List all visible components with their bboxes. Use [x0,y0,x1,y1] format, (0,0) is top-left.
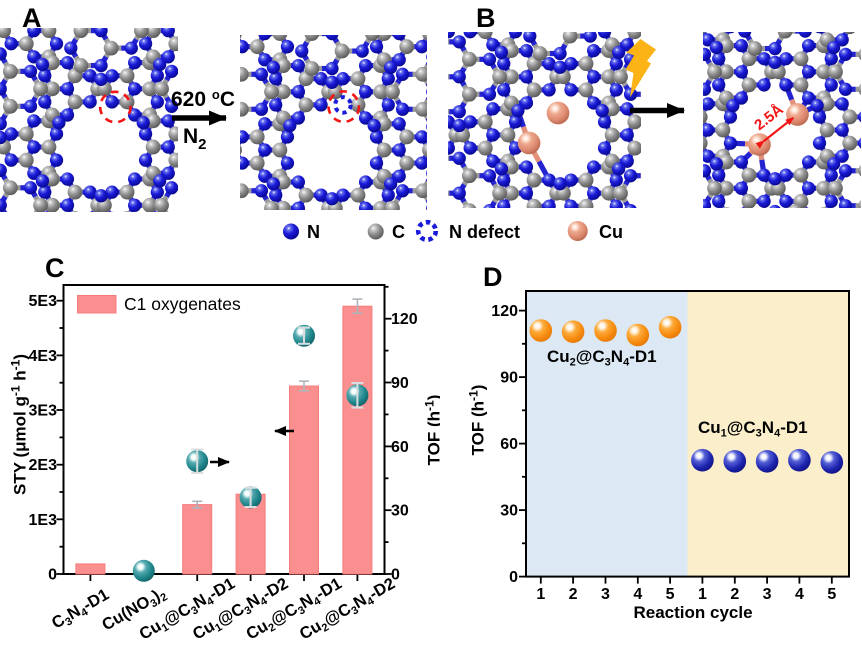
svg-text:30: 30 [391,503,409,520]
svg-text:3: 3 [763,586,772,603]
svg-text:C1 oxygenates: C1 oxygenates [124,294,241,314]
svg-text:60: 60 [500,436,518,453]
svg-text:30: 30 [500,503,518,520]
svg-text:4E3: 4E3 [29,348,58,365]
svg-text:2: 2 [730,586,739,603]
svg-text:0: 0 [509,569,518,586]
svg-text:1: 1 [536,586,545,603]
svg-text:Cu1​@C3​N4​-D1: Cu1​@C3​N4​-D1 [698,418,808,440]
svg-text:5: 5 [827,586,836,603]
svg-text:120: 120 [491,303,518,320]
svg-text:TOF (h-1​): TOF (h-1​) [467,385,488,456]
svg-text:620 oC: 620 oC [171,87,235,111]
svg-text:5E3: 5E3 [29,293,58,310]
svg-text:3: 3 [601,586,610,603]
svg-text:Cu: Cu [599,222,623,242]
svg-text:2E3: 2E3 [29,457,58,474]
svg-text:2: 2 [569,586,578,603]
svg-text:90: 90 [391,375,409,392]
svg-text:N: N [307,222,320,242]
svg-text:4: 4 [795,586,804,603]
svg-text:5: 5 [666,586,675,603]
svg-text:120: 120 [391,311,418,328]
svg-text:4: 4 [633,586,642,603]
svg-text:C: C [392,222,405,242]
svg-text:Reaction cycle: Reaction cycle [633,603,752,622]
svg-text:0: 0 [48,567,57,584]
svg-text:0: 0 [391,567,400,584]
svg-text:3E3: 3E3 [29,403,58,420]
svg-text:60: 60 [391,439,409,456]
svg-text:Cu2​@C3​N4​-D1: Cu2​@C3​N4​-D1 [547,347,657,369]
svg-text:1E3: 1E3 [29,512,58,529]
svg-text:N defect: N defect [449,222,520,242]
svg-text:90: 90 [500,370,518,387]
svg-text:1: 1 [698,586,707,603]
svg-text:TOF (h-1​): TOF (h-1​) [423,395,441,466]
